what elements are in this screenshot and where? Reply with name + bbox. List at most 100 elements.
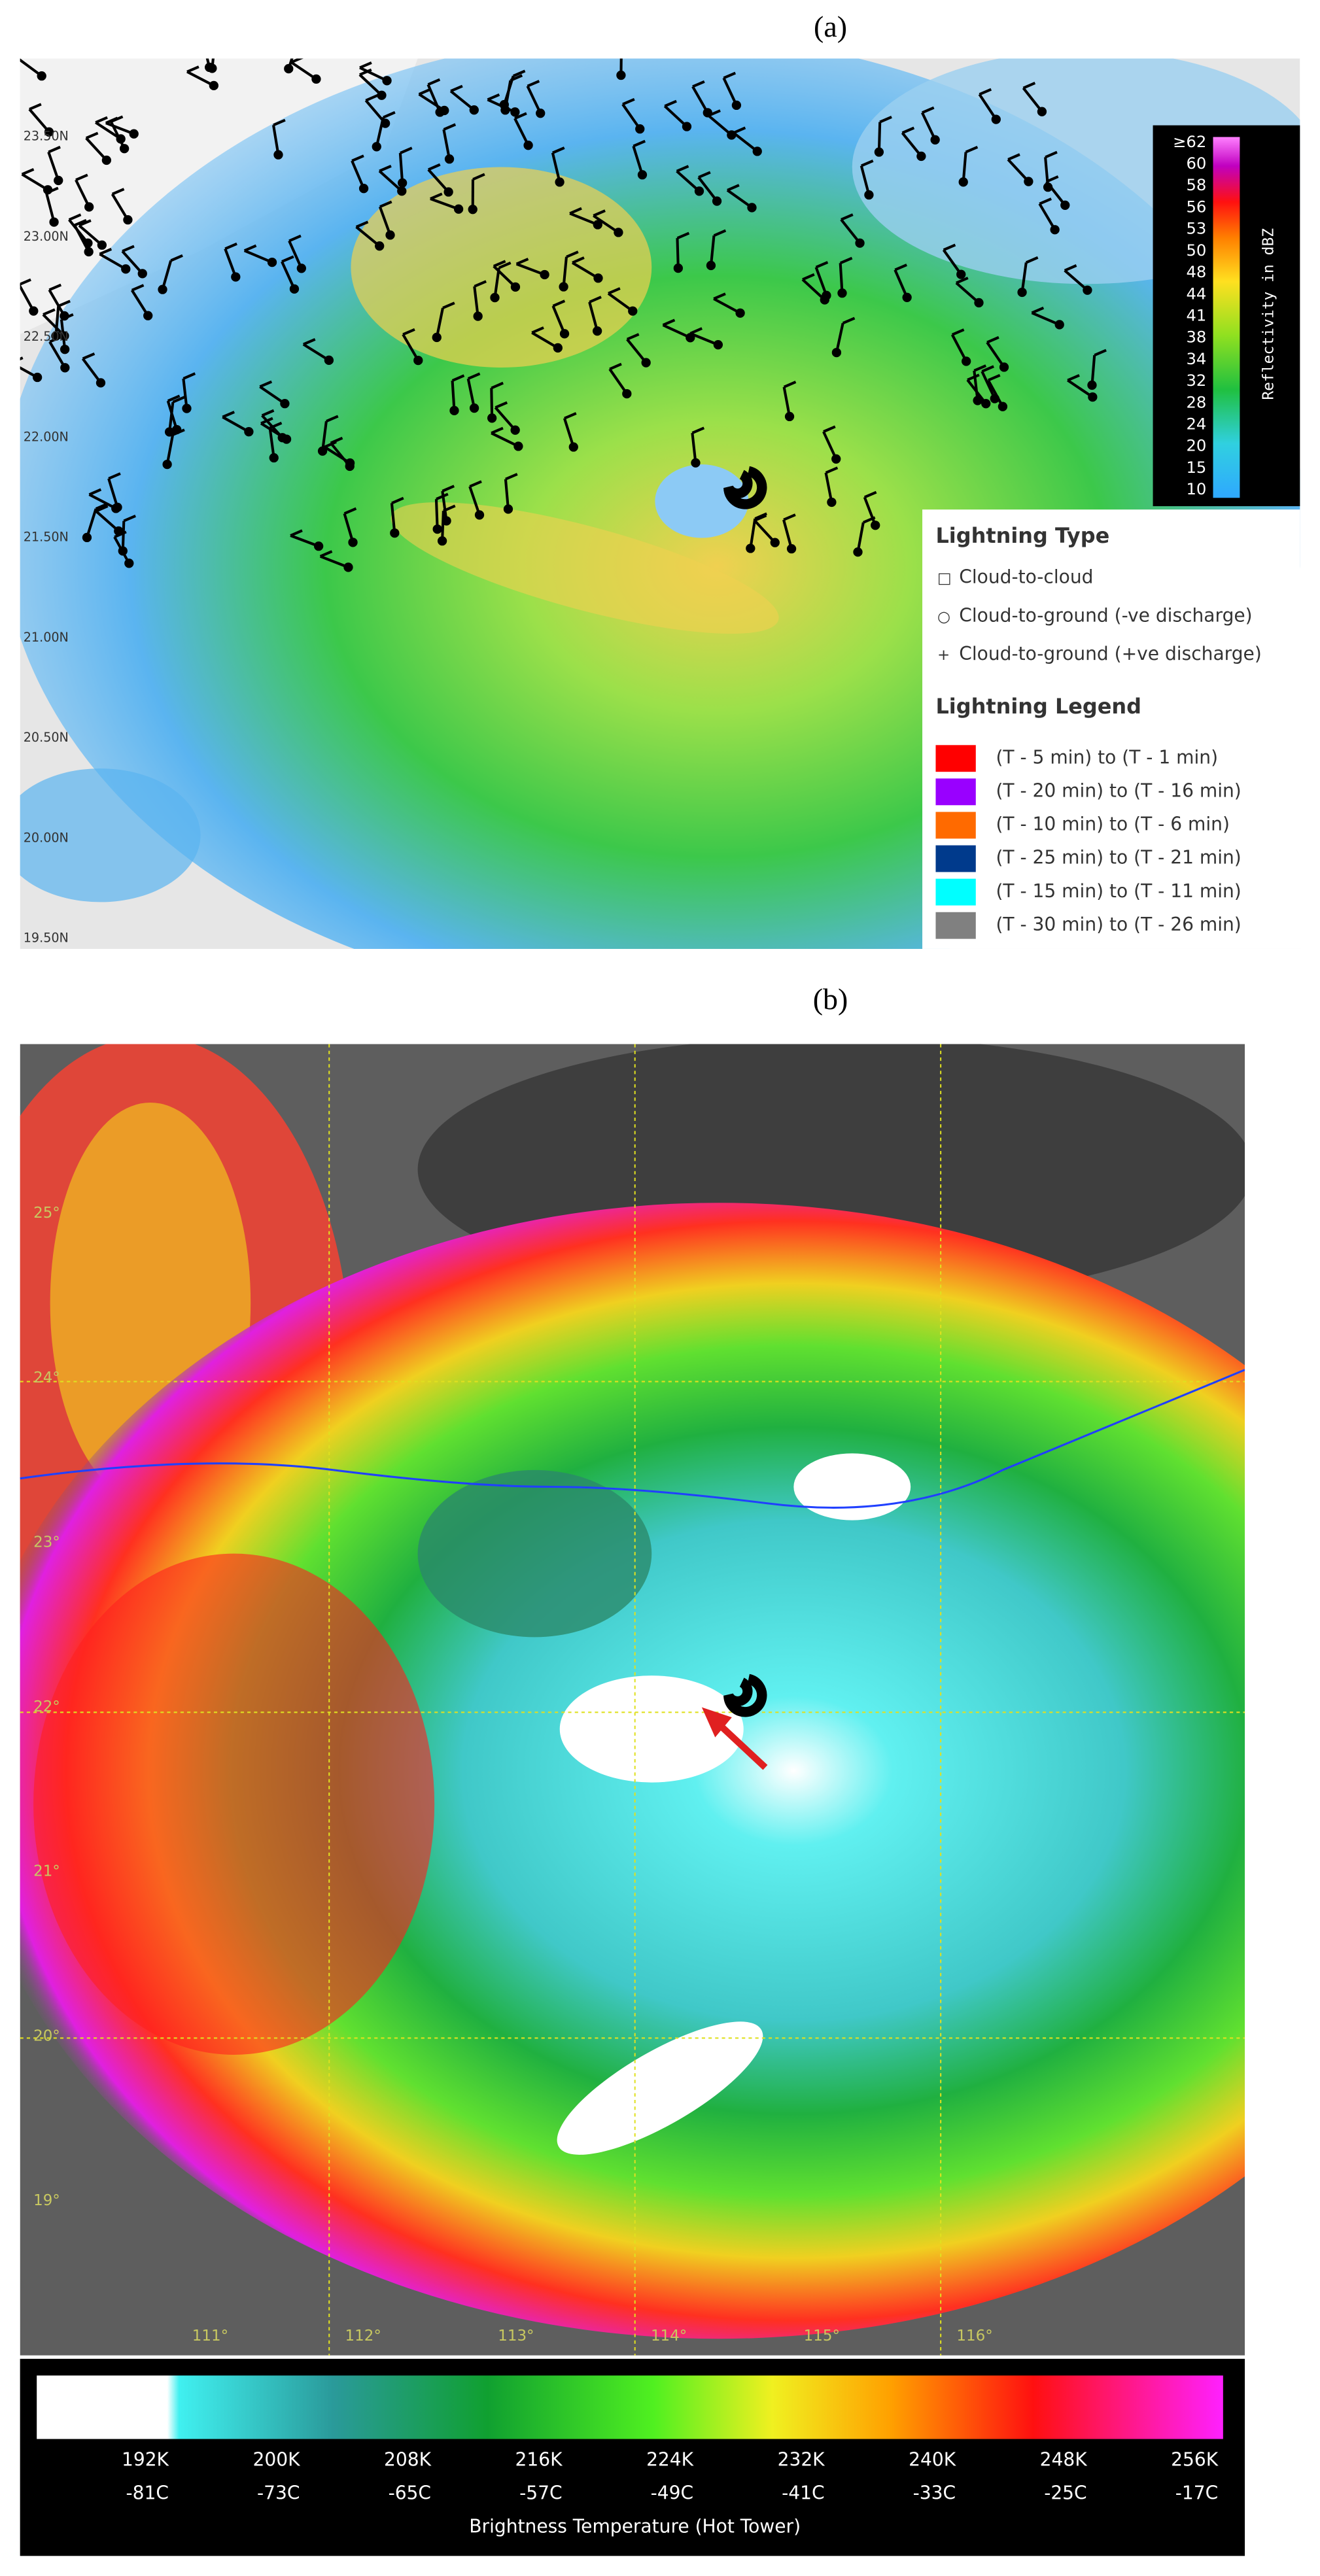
wind-barb-dot <box>468 205 478 215</box>
latitude-label: 20.50N <box>24 730 69 745</box>
colorbar-label: 208K <box>384 2448 432 2470</box>
wind-barb <box>418 88 432 95</box>
colorbar-label: -65C <box>389 2482 431 2503</box>
latitude-label: 21.00N <box>24 630 69 645</box>
wind-barb-dot <box>853 547 863 557</box>
wind-barb-dot <box>443 187 453 197</box>
wind-barb-dot <box>43 185 53 195</box>
wind-barb-dot <box>158 284 167 294</box>
wind-barb <box>552 146 565 154</box>
wind-barb <box>950 334 967 362</box>
wind-barb-dot <box>958 177 968 187</box>
wind-barb-dot <box>510 425 520 435</box>
wind-barb-dot <box>96 378 106 388</box>
wind-barb <box>815 261 829 269</box>
wind-barb <box>662 318 676 326</box>
wind-barb-dot <box>991 114 1001 124</box>
wind-barb-dot <box>182 404 192 413</box>
colorbar-label: 232K <box>778 2448 825 2470</box>
wind-barb <box>28 108 50 133</box>
wind-barb-dot <box>510 107 520 117</box>
wind-barb <box>664 99 677 108</box>
legend-swatch <box>935 812 976 839</box>
wind-barb <box>526 85 542 114</box>
wind-barb <box>622 97 635 106</box>
scale-label: ≥62 <box>1173 132 1206 151</box>
wind-barb <box>1045 150 1058 159</box>
wind-barb-dot <box>449 405 459 415</box>
wind-barb <box>450 84 463 93</box>
wind-barb <box>842 317 856 325</box>
wind-barb <box>78 224 103 247</box>
wind-barb <box>1031 311 1060 326</box>
wind-barb-dot <box>244 427 254 437</box>
wind-barb <box>498 261 512 269</box>
wind-barb <box>514 112 527 120</box>
wind-barb <box>364 99 387 124</box>
wind-barb-dot <box>555 177 564 187</box>
wind-barb-dot <box>289 284 300 294</box>
wind-barb-dot <box>32 372 43 383</box>
latitude-label: 25° <box>33 1205 60 1222</box>
wind-barb-dot <box>553 343 563 353</box>
wind-barb <box>20 356 24 361</box>
wind-barb <box>379 164 392 173</box>
wind-barb-dot <box>284 63 294 74</box>
wind-barb <box>205 58 211 68</box>
wind-barb <box>713 298 741 315</box>
wind-barb-dot <box>691 458 701 468</box>
wind-barb <box>801 278 826 301</box>
wind-barb <box>973 364 986 372</box>
wind-barb <box>326 415 339 422</box>
wind-barb-dot <box>345 461 355 472</box>
wind-barb <box>733 131 758 153</box>
wind-barb <box>321 421 328 451</box>
latitude-label: 21.50N <box>24 530 69 545</box>
wind-barb-dot <box>83 238 93 248</box>
wind-barb <box>319 550 333 558</box>
wind-barb-dot <box>231 272 241 282</box>
wind-barb <box>487 93 500 101</box>
scale-label: 60 <box>1186 154 1206 173</box>
wind-barb-dot <box>313 541 324 551</box>
wind-barb-dot <box>998 402 1008 411</box>
wind-barb <box>99 247 113 256</box>
wind-barb <box>987 373 1001 382</box>
wind-barb-dot <box>311 74 321 84</box>
latitude-label: 22.00N <box>24 429 69 444</box>
wind-barb <box>107 478 119 508</box>
wind-barb <box>441 490 448 521</box>
wind-barb <box>956 277 969 284</box>
wind-barb <box>47 151 60 181</box>
wind-barb <box>378 169 403 192</box>
wind-barb-dot <box>29 306 39 316</box>
longitude-label: 113° <box>498 2327 534 2344</box>
latitude-label: 21° <box>33 1863 60 1880</box>
wind-barb-dot <box>568 442 578 452</box>
scale-label: 32 <box>1186 371 1206 390</box>
wind-barb <box>495 401 508 409</box>
wind-barb <box>862 516 876 524</box>
wind-barb <box>593 209 606 217</box>
wind-barb-dot <box>435 107 445 117</box>
wind-barb <box>60 319 67 350</box>
wind-barb <box>1038 203 1056 231</box>
wind-barb <box>21 168 35 176</box>
scale-label: 15 <box>1186 458 1206 477</box>
wind-barb <box>451 374 465 382</box>
latitude-label: 24° <box>33 1369 60 1386</box>
wind-barb <box>122 245 135 253</box>
wind-barb <box>99 252 127 271</box>
wind-barb-dot <box>143 311 153 320</box>
wind-barb-dot <box>731 100 742 111</box>
wind-barb <box>863 496 877 526</box>
wind-barb <box>302 343 330 362</box>
wind-barb <box>172 396 186 404</box>
wind-barb <box>621 40 633 45</box>
wind-barb-dot <box>209 80 218 91</box>
wind-barb <box>1039 197 1052 205</box>
wind-barb <box>1007 158 1030 182</box>
wind-barb <box>355 220 369 228</box>
wind-barb <box>491 381 504 390</box>
wind-barb <box>166 400 179 430</box>
